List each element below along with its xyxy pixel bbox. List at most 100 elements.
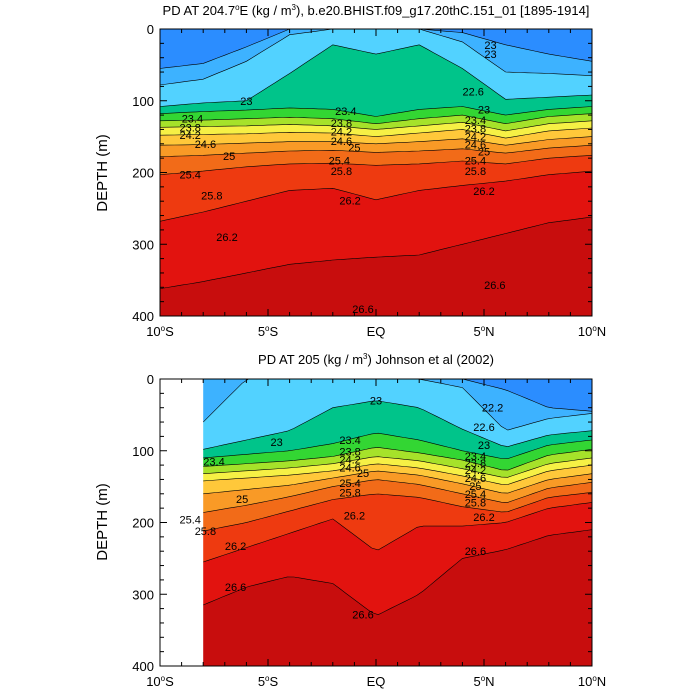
y-tick-label: 0 bbox=[147, 22, 154, 37]
y-tick-label: 200 bbox=[132, 166, 154, 181]
isopycnal-line-top bbox=[159, 120, 593, 132]
plot-area-top: 2323.423.824.224.62525.425.826.223.423.8… bbox=[132, 22, 606, 339]
contour-fills-top bbox=[160, 29, 592, 316]
contour-label: 23 bbox=[478, 104, 490, 116]
isopycnal-line-bottom bbox=[203, 463, 593, 485]
contour-label: 23.8 bbox=[179, 122, 200, 134]
contour-label: 26.2 bbox=[473, 512, 494, 524]
contour-label: 23 bbox=[478, 440, 490, 452]
density-band-bottom bbox=[203, 479, 592, 532]
y-axis-label-top: DEPTH (m) bbox=[94, 134, 111, 212]
y-tick-label: 200 bbox=[132, 516, 154, 531]
y-axis-label-bottom: DEPTH (m) bbox=[94, 483, 111, 561]
contour-label: 26.6 bbox=[225, 582, 246, 594]
isopycnal-line-bottom bbox=[203, 400, 593, 450]
contour-label: 23.4 bbox=[182, 114, 203, 126]
isopycnal-line-bottom bbox=[203, 529, 593, 616]
density-band-top bbox=[160, 145, 592, 175]
y-tick-label: 0 bbox=[147, 372, 154, 387]
contour-label: 25.4 bbox=[465, 489, 486, 501]
contour-label: 25 bbox=[223, 151, 235, 163]
panel-bottom: PD AT 205 (kg / m3) Johnson et al (2002)… bbox=[94, 352, 606, 689]
contour-label: 24.2 bbox=[465, 465, 486, 477]
isopycnal-line-bottom bbox=[203, 502, 593, 563]
y-tick-label: 100 bbox=[132, 444, 154, 459]
contour-label: 23.8 bbox=[465, 124, 486, 136]
x-tick-label: EQ bbox=[367, 674, 386, 689]
isopycnal-line-top bbox=[159, 136, 593, 146]
contour-label: 25 bbox=[478, 147, 490, 159]
contour-label: 25 bbox=[357, 468, 369, 480]
y-axis-bottom: 0 100 200 300 400 bbox=[132, 372, 592, 674]
density-band-bottom bbox=[203, 471, 592, 513]
contour-label: 26.6 bbox=[352, 609, 373, 621]
isopycnal-line-bottom bbox=[203, 456, 593, 478]
contour-fills-bottom bbox=[203, 379, 592, 666]
contour-label: 25.8 bbox=[331, 166, 352, 178]
density-band-bottom bbox=[203, 400, 592, 459]
contour-label: 25.4 bbox=[329, 155, 350, 167]
x-tick-label: 10oS bbox=[146, 324, 174, 339]
contour-label: 25.4 bbox=[179, 170, 200, 182]
contour-label: 22.6 bbox=[473, 422, 494, 434]
chart-title-top: PD AT 204.7oE (kg / m3), b.e20.BHIST.f09… bbox=[163, 3, 590, 18]
x-axis-bottom: 10oS 5oS EQ 5oN 10oN bbox=[146, 379, 606, 689]
density-band-bottom bbox=[203, 492, 592, 562]
contour-label: 25.8 bbox=[201, 191, 222, 203]
contour-label: 25 bbox=[236, 494, 248, 506]
contour-label: 25.8 bbox=[465, 497, 486, 509]
contour-label: 25 bbox=[348, 142, 360, 154]
x-axis-top: 10oS 5oS EQ 5oN 10oN bbox=[146, 29, 606, 339]
contour-label: 23.4 bbox=[465, 115, 486, 127]
contour-label: 23.4 bbox=[465, 451, 486, 463]
contour-label: 24.6 bbox=[195, 139, 216, 151]
contour-label: 22.2 bbox=[482, 403, 503, 415]
density-band-bottom bbox=[203, 433, 592, 471]
contour-label: 26.2 bbox=[225, 541, 246, 553]
contour-label: 26.6 bbox=[465, 546, 486, 558]
density-band-top bbox=[160, 136, 592, 157]
contour-label: 23 bbox=[240, 96, 252, 108]
contour-label: 25.8 bbox=[195, 526, 216, 538]
y-tick-label: 100 bbox=[132, 94, 154, 109]
contour-label: 26.2 bbox=[344, 510, 365, 522]
contour-label: 23.4 bbox=[335, 106, 356, 118]
x-tick-label: EQ bbox=[367, 324, 386, 339]
density-band-top bbox=[160, 217, 592, 316]
contour-label: 23.4 bbox=[203, 457, 224, 469]
density-band-bottom bbox=[203, 529, 592, 666]
x-tick-label: 5oS bbox=[258, 674, 279, 689]
density-band-bottom bbox=[203, 379, 592, 431]
isopycnal-line-top bbox=[159, 106, 593, 117]
contour-label: 26.2 bbox=[339, 196, 360, 208]
contour-label: 23.8 bbox=[339, 447, 360, 459]
contour-label: 24.2 bbox=[339, 454, 360, 466]
contour-label: 23.8 bbox=[331, 118, 352, 130]
isopycnal-line-top bbox=[159, 113, 593, 125]
density-band-top bbox=[160, 29, 592, 85]
contour-label: 25.8 bbox=[465, 166, 486, 178]
contour-lines-top bbox=[159, 28, 593, 289]
contour-label: 25.8 bbox=[339, 487, 360, 499]
isopycnal-line-bottom bbox=[203, 470, 593, 495]
density-band-bottom bbox=[203, 463, 592, 494]
density-band-top bbox=[160, 155, 592, 222]
contour-label: 26.2 bbox=[473, 186, 494, 198]
isopycnal-line-top bbox=[159, 170, 593, 222]
contour-label: 26.2 bbox=[216, 232, 237, 244]
x-tick-label: 10oS bbox=[146, 674, 174, 689]
isopycnal-line-top bbox=[159, 155, 593, 175]
density-band-top bbox=[160, 171, 592, 289]
isopycnal-line-bottom bbox=[203, 432, 593, 459]
contour-label: 23.8 bbox=[465, 458, 486, 470]
contour-label: 24.6 bbox=[465, 473, 486, 485]
density-band-top bbox=[160, 29, 592, 107]
density-band-top bbox=[160, 44, 592, 117]
x-tick-label: 10oN bbox=[578, 674, 606, 689]
y-tick-label: 300 bbox=[132, 587, 154, 602]
isopycnal-line-top bbox=[159, 127, 593, 139]
contour-label: 23.4 bbox=[339, 435, 360, 447]
